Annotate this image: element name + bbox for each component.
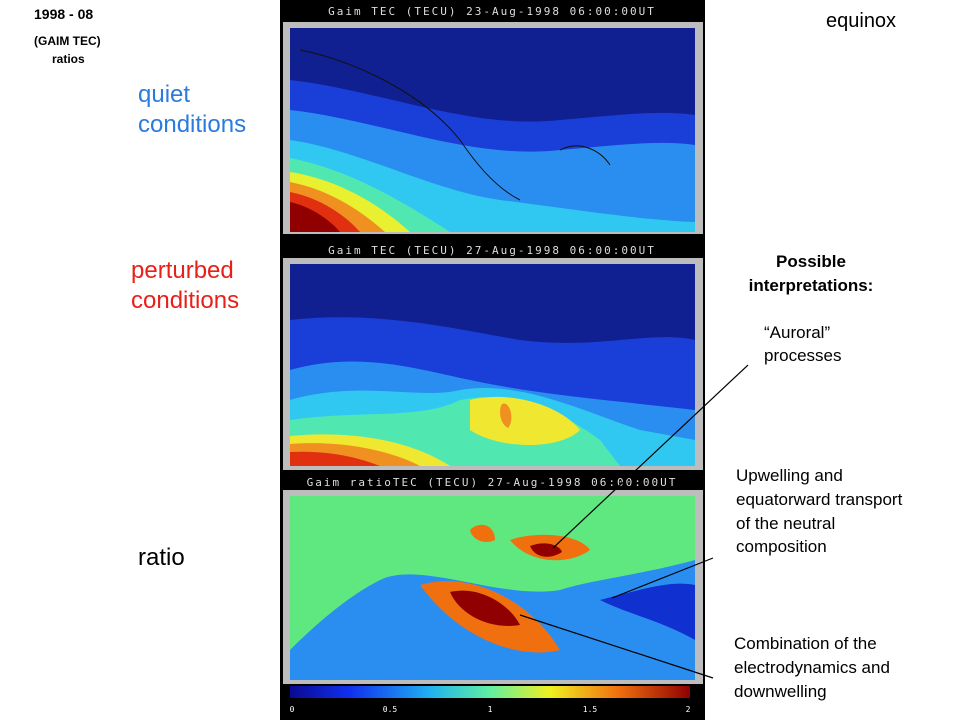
panel-title: Gaim ratioTEC (TECU) 27-Aug-1998 06:00:0… (307, 476, 678, 489)
interpretation: Upwelling and equatorward transport of t… (736, 466, 903, 557)
colorbar-label: 0.5 (383, 705, 398, 714)
row-label: quiet conditions (138, 81, 247, 138)
interpretations-title: Possible interpretations: (748, 252, 874, 295)
colorbar (290, 686, 690, 698)
colorbar-label: 2 (686, 705, 691, 714)
period: 1998 - 08 (34, 6, 94, 22)
colorbar-label: 1 (488, 705, 493, 714)
kind: ratios (52, 52, 85, 66)
panel-title: Gaim TEC (TECU) 23-Aug-1998 06:00:00UT (328, 5, 656, 18)
pointers (519, 364, 749, 679)
season: equinox (826, 10, 897, 32)
panel-title: Gaim TEC (TECU) 27-Aug-1998 06:00:00UT (328, 244, 656, 257)
colorbar-label: 1.5 (583, 705, 598, 714)
row-label: ratio (138, 544, 185, 571)
map-perturbed (290, 264, 695, 466)
interpretation: Combination of the electrodynamics and d… (734, 634, 890, 701)
interpretation: “Auroral” processes (764, 323, 842, 365)
row-label: perturbed conditions (131, 257, 240, 314)
colorbar-label: 0 (290, 705, 295, 714)
map-ratio (290, 496, 695, 680)
source: (GAIM TEC) (34, 34, 101, 48)
map-quiet (290, 28, 695, 232)
